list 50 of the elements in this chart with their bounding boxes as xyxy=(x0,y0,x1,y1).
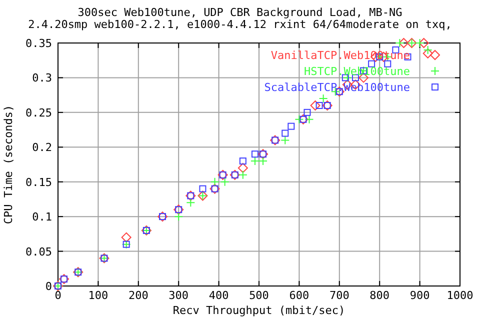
point xyxy=(304,108,311,116)
point xyxy=(294,114,304,124)
y-tick-label: 0.05 xyxy=(26,245,52,258)
point xyxy=(199,185,206,192)
point xyxy=(186,198,196,208)
x-tick-label: 900 xyxy=(410,289,430,302)
x-tick-label: 800 xyxy=(370,289,390,302)
point xyxy=(422,48,433,58)
x-tick-label: 300 xyxy=(168,289,189,302)
point xyxy=(174,212,184,222)
point xyxy=(250,156,260,166)
point xyxy=(238,162,248,173)
y-tick-label: 0.25 xyxy=(26,106,52,120)
point xyxy=(415,38,424,48)
point xyxy=(398,38,409,48)
point xyxy=(282,130,289,137)
x-tick-label: 1000 xyxy=(446,289,474,302)
x-tick-label: 200 xyxy=(128,289,148,302)
point xyxy=(310,100,320,110)
y-tick-label: 0 xyxy=(45,280,52,293)
point xyxy=(418,38,429,48)
chart-subtitle: 2.4.20smp web100-2.2.1, e1000-4.4.12 rxint 64/64moderate on txq, xyxy=(28,18,452,31)
point xyxy=(239,158,246,165)
point xyxy=(316,102,323,109)
y-tick-label: 0.1 xyxy=(32,210,52,224)
x-tick-label: 0 xyxy=(54,289,62,302)
point xyxy=(258,156,268,166)
point xyxy=(288,122,295,130)
x-tick-label: 700 xyxy=(329,289,350,302)
x-tick-label: 600 xyxy=(289,289,310,302)
point xyxy=(318,94,328,104)
point xyxy=(280,136,290,145)
point xyxy=(251,150,258,158)
point xyxy=(121,232,132,242)
y-tick-label: 0.35 xyxy=(26,37,52,50)
point xyxy=(304,114,314,124)
point xyxy=(220,177,230,186)
x-tick-label: 100 xyxy=(88,289,108,302)
point xyxy=(423,45,432,54)
x-axis-title: Recv Throughput (mbit/sec) xyxy=(172,304,346,317)
x-tick-label: 400 xyxy=(208,289,229,302)
y-axis-title: CPU Time (seconds) xyxy=(2,104,15,224)
point xyxy=(395,38,404,48)
point xyxy=(210,177,220,186)
chart-title: 300sec Web100tune, UDP CBR Background Load, MB-NG xyxy=(78,6,402,19)
y-tick-label: 0.15 xyxy=(26,176,52,189)
y-tick-label: 0.3 xyxy=(32,72,52,85)
y-tick-label: 0.2 xyxy=(32,141,52,154)
x-tick-label: 500 xyxy=(249,289,269,302)
point xyxy=(238,170,248,180)
